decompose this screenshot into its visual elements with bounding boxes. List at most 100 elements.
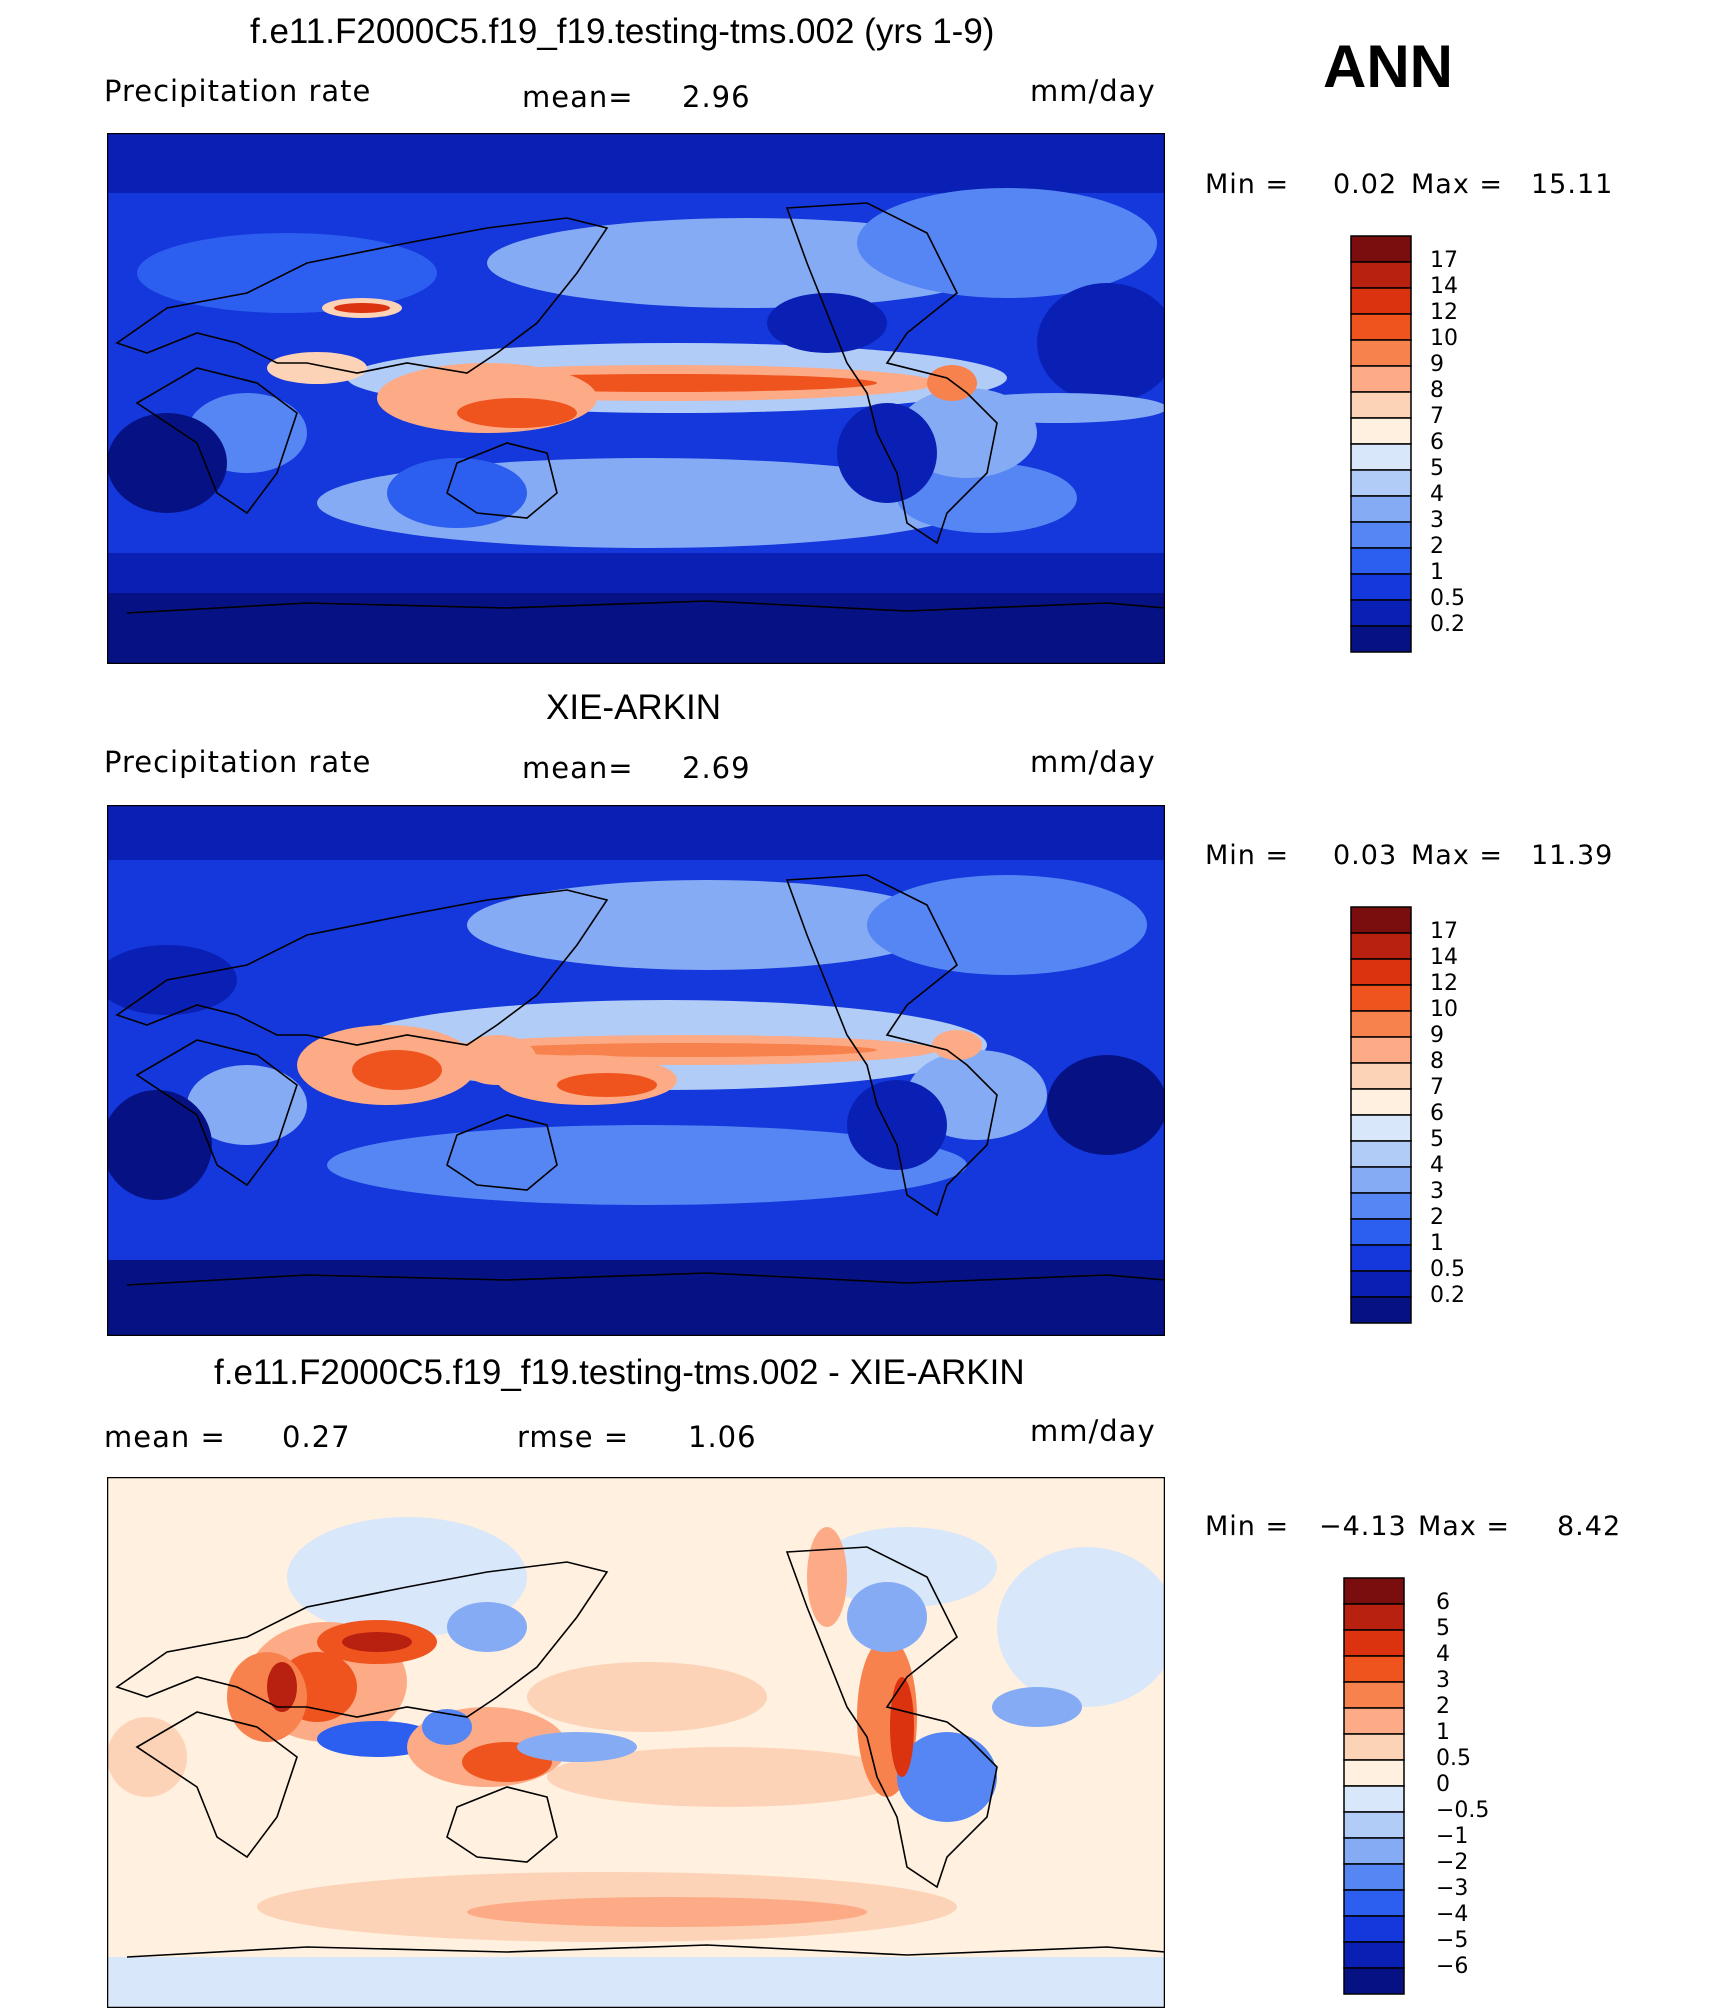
colorbar-box [1350,625,1412,653]
colorbar-tick-label: 14 [1430,274,1458,299]
panel-3-min-value: −4.13 [1319,1511,1407,1542]
colorbar-box [1343,1941,1405,1969]
colorbar-box [1350,365,1412,393]
colorbar-box [1350,573,1412,601]
panel-3-min-label: Min = [1205,1511,1290,1542]
colorbar-box [1350,1036,1412,1064]
colorbar-box [1350,469,1412,497]
colorbar-tick-label: 8 [1430,1049,1444,1074]
colorbar-tick-label: 4 [1430,1153,1444,1178]
colorbar-box [1350,391,1412,419]
colorbar-tick-label: 10 [1430,997,1458,1022]
colorbar-box [1350,1114,1412,1142]
panel-2-max-label: Max = [1411,840,1504,871]
colorbar-box [1350,1140,1412,1168]
panel-1-min-label: Min = [1205,169,1290,200]
colorbar-box [1350,1010,1412,1038]
colorbar-tick-label: 1 [1430,1231,1444,1256]
colorbar-tick-label: 7 [1430,1075,1444,1100]
panel-2-mean-label: mean= [522,751,634,785]
colorbar-tick-label: 0.5 [1430,586,1465,611]
colorbar-box [1343,1889,1405,1917]
colorbar-tick-label: −2 [1436,1850,1469,1875]
colorbar-box [1343,1785,1405,1813]
colorbar-box [1350,1244,1412,1272]
colorbar-tick-label: 0.5 [1430,1257,1465,1282]
colorbar-tick-label: 12 [1430,971,1458,996]
panel-3-max-value: 8.42 [1557,1511,1622,1542]
colorbar-tick-label: 7 [1430,404,1444,429]
panel-1-units: mm/day [1030,74,1156,108]
panel-1-max-value: 15.11 [1531,169,1614,200]
colorbar-box [1350,958,1412,986]
colorbar-box [1343,1629,1405,1657]
colorbar-tick-label: −5 [1436,1928,1469,1953]
panel-3-colorbar [1343,1577,1405,1995]
colorbar-box [1350,235,1412,263]
colorbar-box [1350,287,1412,315]
colorbar-box [1343,1837,1405,1865]
colorbar-tick-label: 2 [1436,1694,1450,1719]
colorbar-box [1350,932,1412,960]
colorbar-tick-label: −4 [1436,1902,1469,1927]
colorbar-tick-label: 0.2 [1430,612,1465,637]
colorbar-box [1350,906,1412,934]
colorbar-tick-label: 2 [1430,1205,1444,1230]
colorbar-box [1343,1863,1405,1891]
colorbar-tick-label: −6 [1436,1954,1469,1979]
panel-3-title: f.e11.F2000C5.f19_f19.testing-tms.002 - … [214,1353,1025,1392]
panel-2-map [107,805,1165,1336]
colorbar-box [1350,521,1412,549]
colorbar-box [1343,1655,1405,1683]
colorbar-box [1343,1915,1405,1943]
colorbar-tick-label: 1 [1436,1720,1450,1745]
panel-2-units: mm/day [1030,745,1156,779]
colorbar-tick-label: 0.2 [1430,1283,1465,1308]
panel-2-min-label: Min = [1205,840,1290,871]
panel-1-mean-label: mean= [522,80,634,114]
colorbar-tick-label: 0.5 [1436,1746,1471,1771]
colorbar-tick-label: 12 [1430,300,1458,325]
colorbar-tick-label: 4 [1436,1642,1450,1667]
colorbar-box [1343,1759,1405,1787]
panel-3-units: mm/day [1030,1414,1156,1448]
colorbar-box [1350,1166,1412,1194]
panel-2-max-value: 11.39 [1531,840,1614,871]
colorbar-tick-label: 5 [1436,1616,1450,1641]
colorbar-box [1343,1603,1405,1631]
colorbar-tick-label: 5 [1430,456,1444,481]
colorbar-tick-label: 6 [1436,1590,1450,1615]
panel-3-max-label: Max = [1418,1511,1511,1542]
panel-3-rmse-value: 1.06 [688,1420,757,1454]
colorbar-box [1350,313,1412,341]
colorbar-box [1350,1218,1412,1246]
panel-2-colorbar [1350,906,1412,1324]
colorbar-box [1343,1681,1405,1709]
colorbar-tick-label: 6 [1430,1101,1444,1126]
colorbar-tick-label: −0.5 [1436,1798,1490,1823]
colorbar-box [1350,599,1412,627]
panel-1-min-value: 0.02 [1333,169,1398,200]
colorbar-box [1343,1577,1405,1605]
colorbar-box [1350,1088,1412,1116]
colorbar-box [1343,1967,1405,1995]
panel-1-title: f.e11.F2000C5.f19_f19.testing-tms.002 (y… [250,12,995,51]
colorbar-tick-label: 3 [1436,1668,1450,1693]
colorbar-tick-label: −3 [1436,1876,1469,1901]
panel-2-title: XIE-ARKIN [546,688,722,727]
colorbar-box [1350,984,1412,1012]
colorbar-tick-label: 2 [1430,534,1444,559]
panel-3-map [107,1477,1165,2008]
colorbar-tick-label: 6 [1430,430,1444,455]
colorbar-box [1350,261,1412,289]
colorbar-tick-label: 17 [1430,919,1458,944]
colorbar-tick-label: 10 [1430,326,1458,351]
panel-2-mean-value: 2.69 [682,751,751,785]
colorbar-box [1343,1733,1405,1761]
panel-1-map [107,133,1165,664]
colorbar-tick-label: 3 [1430,1179,1444,1204]
colorbar-tick-label: 1 [1430,560,1444,585]
panel-1-mean-value: 2.96 [682,80,751,114]
colorbar-tick-label: −1 [1436,1824,1469,1849]
colorbar-tick-label: 8 [1430,378,1444,403]
